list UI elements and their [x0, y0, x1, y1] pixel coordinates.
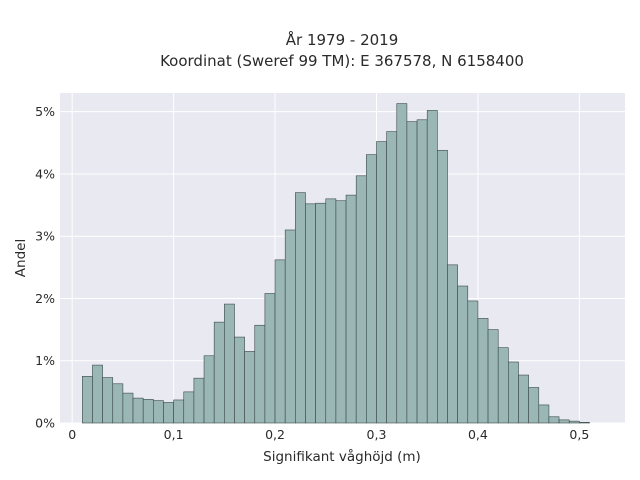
histogram-bar — [579, 422, 590, 424]
histogram-bar — [548, 416, 560, 424]
histogram-bar — [325, 198, 337, 424]
histogram-bar — [538, 404, 550, 424]
y-tick-label: 0% — [35, 416, 55, 431]
x-axis-label: Signifikant våghöjd (m) — [263, 448, 421, 465]
histogram-bar — [112, 383, 124, 424]
histogram-bar — [467, 300, 479, 424]
histogram-bar — [447, 264, 458, 424]
histogram-bar — [558, 419, 570, 424]
histogram-bar — [224, 303, 235, 424]
y-tick-label: 3% — [35, 229, 55, 244]
histogram-bar — [163, 402, 174, 424]
y-tick-label: 2% — [35, 291, 55, 306]
histogram-bar — [345, 194, 357, 424]
histogram-bar — [518, 374, 529, 424]
histogram-bar — [264, 293, 276, 424]
histogram-bar — [487, 329, 499, 424]
histogram-bar — [102, 377, 114, 424]
histogram-bar — [203, 355, 215, 424]
y-tick-label: 4% — [35, 166, 55, 181]
histogram-bar — [315, 202, 327, 424]
x-tick-label: 0,3 — [367, 427, 387, 442]
histogram-bar — [244, 351, 256, 424]
x-axis-ticks: 0 0,1 0,2 0,3 0,4 0,5 — [68, 427, 589, 442]
histogram-bar — [92, 364, 103, 424]
histogram-bar — [183, 391, 195, 424]
histogram-bar — [497, 347, 509, 424]
histogram-bar — [122, 392, 134, 424]
histogram-bar — [305, 203, 316, 424]
histogram-bar — [528, 387, 540, 424]
y-tick-label: 5% — [35, 104, 55, 119]
chart-title-line1: År 1979 - 2019 — [286, 30, 399, 49]
histogram-bar — [396, 103, 408, 424]
histogram-bar — [234, 336, 245, 424]
x-tick-label: 0,2 — [265, 427, 285, 442]
histogram-bar — [437, 149, 448, 424]
histogram-bar — [426, 110, 438, 424]
histogram-bar — [132, 397, 144, 424]
histogram-bar — [406, 121, 418, 424]
histogram-bar — [295, 192, 306, 424]
histogram-bar — [416, 119, 428, 424]
histogram-bars — [82, 103, 590, 424]
histogram-bar — [355, 175, 367, 424]
histogram-bar — [173, 399, 185, 424]
histogram-bar — [457, 285, 469, 424]
histogram-bar — [142, 399, 154, 424]
x-tick-label: 0,1 — [164, 427, 184, 442]
histogram-bar — [153, 400, 164, 424]
histogram-bar — [477, 318, 489, 424]
histogram-bar — [284, 229, 296, 424]
histogram-bar — [82, 376, 93, 424]
y-axis-label: Andel — [13, 239, 29, 277]
histogram-bar — [568, 420, 580, 424]
chart-title-line2: Koordinat (Sweref 99 TM): E 367578, N 61… — [160, 52, 524, 70]
x-tick-label: 0 — [68, 427, 76, 442]
x-tick-label: 0,5 — [569, 427, 589, 442]
histogram-bar — [254, 324, 266, 424]
histogram-bar — [386, 131, 398, 424]
histogram-bar — [376, 141, 387, 424]
histogram-bar — [193, 377, 205, 424]
histogram-bar — [335, 200, 347, 424]
histogram-bar — [213, 321, 225, 424]
histogram-bar — [366, 154, 377, 424]
y-axis-ticks: 0% 1% 2% 3% 4% 5% — [35, 104, 55, 430]
y-tick-label: 1% — [35, 353, 55, 368]
histogram-bar — [508, 361, 519, 424]
histogram-bar — [274, 259, 286, 424]
x-tick-label: 0,4 — [468, 427, 488, 442]
